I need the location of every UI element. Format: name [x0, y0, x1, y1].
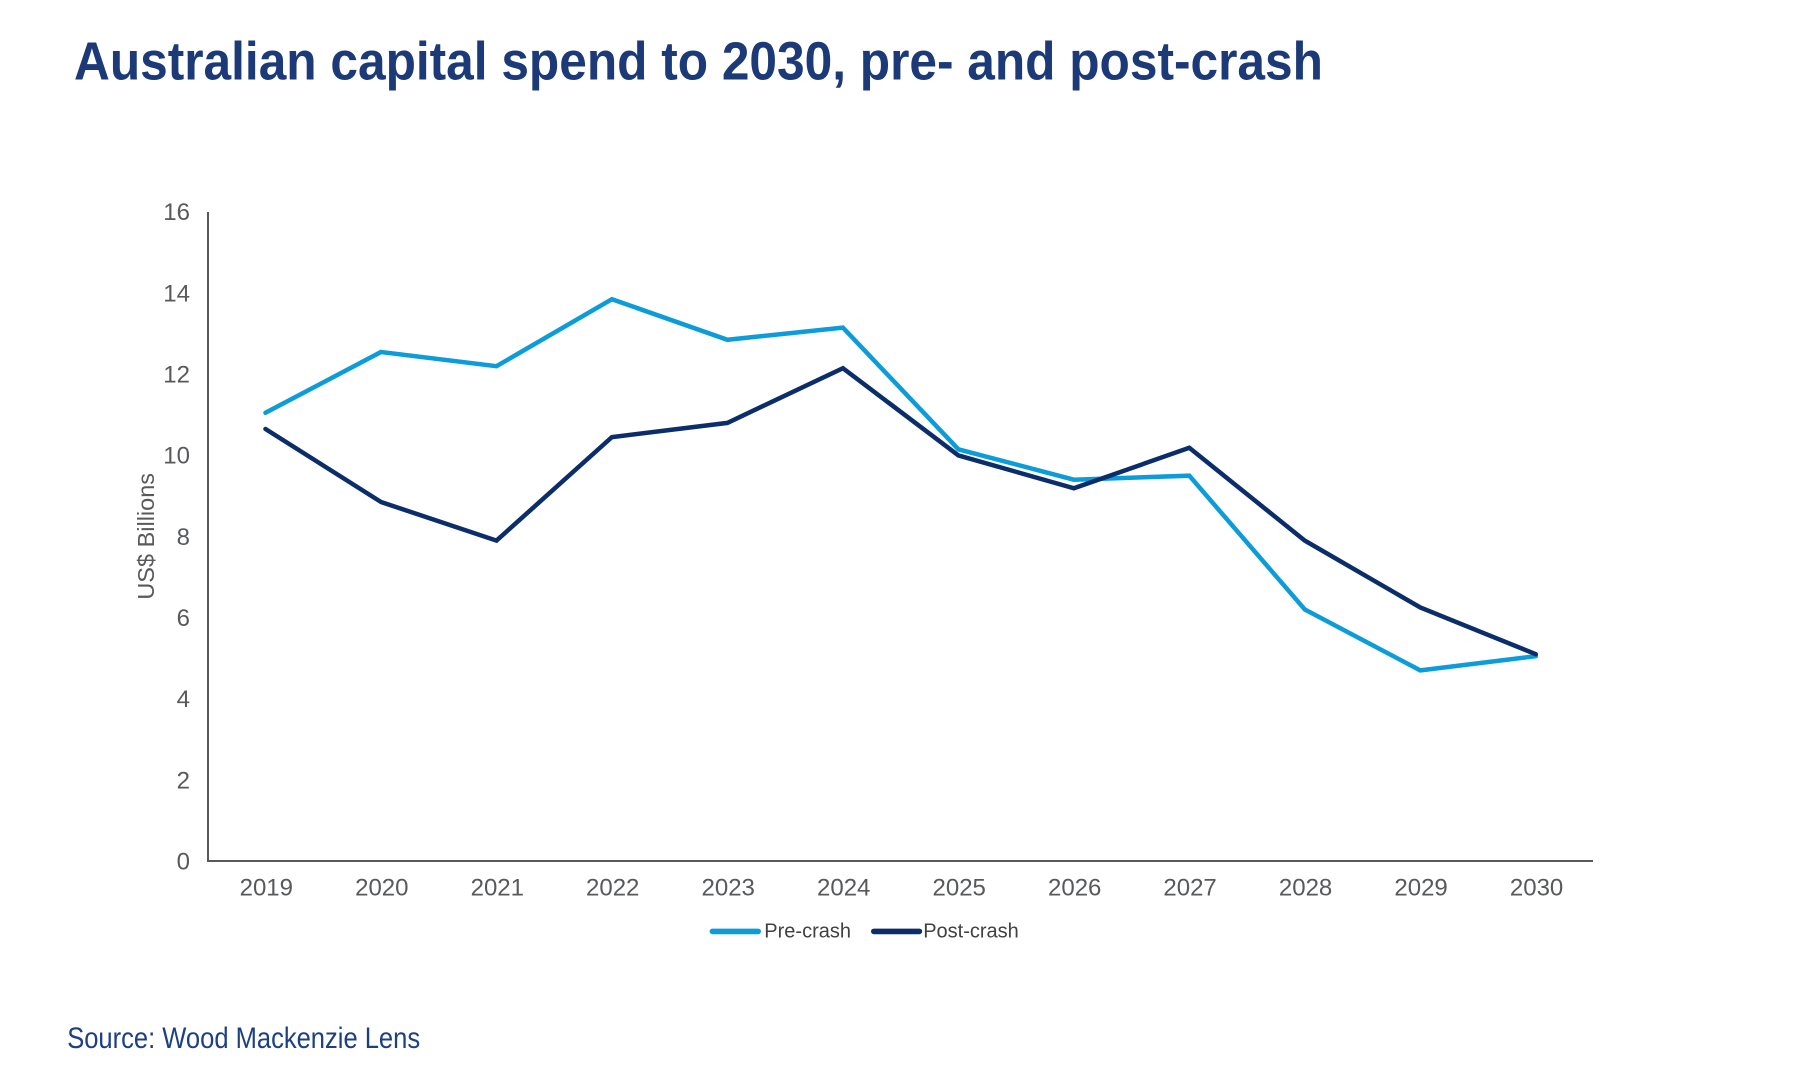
- svg-text:12: 12: [163, 362, 190, 389]
- svg-text:2030: 2030: [1510, 874, 1563, 901]
- svg-text:2029: 2029: [1394, 874, 1447, 901]
- svg-text:Post-crash: Post-crash: [923, 921, 1019, 943]
- svg-text:6: 6: [177, 605, 190, 632]
- svg-text:2027: 2027: [1163, 874, 1216, 901]
- svg-text:2: 2: [177, 767, 190, 794]
- svg-text:Australian capital spend to 20: Australian capital spend to 2030, pre- a…: [74, 30, 1323, 90]
- svg-text:2024: 2024: [817, 874, 870, 901]
- svg-text:0: 0: [177, 848, 190, 875]
- svg-text:2019: 2019: [240, 874, 293, 901]
- svg-text:Pre-crash: Pre-crash: [764, 921, 851, 943]
- svg-text:2023: 2023: [702, 874, 755, 901]
- svg-text:2021: 2021: [471, 874, 524, 901]
- svg-text:2026: 2026: [1048, 874, 1101, 901]
- svg-text:US$ Billions: US$ Billions: [133, 473, 159, 600]
- svg-text:2028: 2028: [1279, 874, 1332, 901]
- svg-text:4: 4: [177, 686, 190, 713]
- svg-text:2025: 2025: [933, 874, 986, 901]
- svg-text:16: 16: [163, 199, 190, 226]
- svg-text:2020: 2020: [355, 874, 408, 901]
- svg-text:8: 8: [177, 524, 190, 551]
- svg-text:Source: Wood Mackenzie Lens: Source: Wood Mackenzie Lens: [67, 1021, 420, 1054]
- svg-text:10: 10: [163, 443, 190, 470]
- svg-text:2022: 2022: [586, 874, 639, 901]
- svg-text:14: 14: [163, 280, 190, 307]
